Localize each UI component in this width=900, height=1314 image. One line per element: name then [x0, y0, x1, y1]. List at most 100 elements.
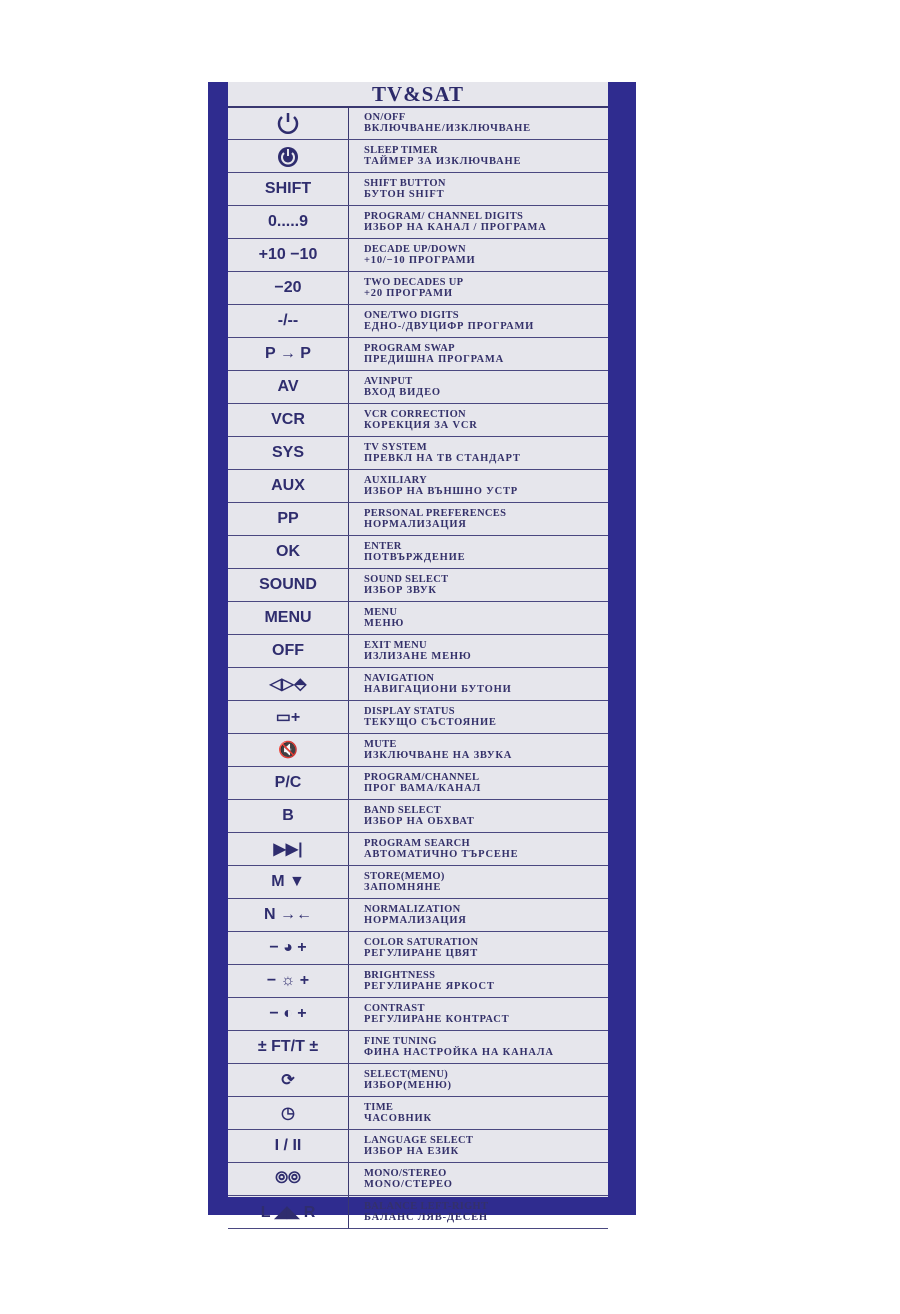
- legend-row: ON/OFF ВКЛЮЧВАНЕ/ИЗКЛЮЧВАНЕ: [228, 107, 608, 140]
- legend-row: ⟳ SELECT(MENU) ИЗБОР(МЕНЮ): [228, 1064, 608, 1097]
- key-description: SLEEP TIMER ТАЙМЕР ЗА ИЗКЛЮЧВАНЕ: [349, 140, 608, 172]
- clock-icon: ◷: [228, 1097, 349, 1129]
- description-bulgarian: +10/−10 ПРОГРАМИ: [364, 255, 476, 266]
- legend-row: ⦾⦾ MONO/STEREO MONO/СТЕРЕО: [228, 1163, 608, 1196]
- key-description: NORMALIZATION НОРМАЛИЗАЦИЯ: [349, 899, 608, 931]
- legend-row: L ◢◣ R BALANCE LEFT-RIGHT БАЛАНС ЛЯВ-ДЕСЕН: [228, 1196, 608, 1229]
- key-description: TIME ЧАСОВНИК: [349, 1097, 608, 1129]
- legend-row: N →← NORMALIZATION НОРМАЛИЗАЦИЯ: [228, 899, 608, 932]
- description-bulgarian: АВТОМАТИЧНО ТЪРСЕНЕ: [364, 849, 519, 860]
- description-english: SELECT(MENU): [364, 1069, 449, 1080]
- legend-row: − ◕ + COLOR SATURATION РЕГУЛИРАНЕ ЦВЯТ: [228, 932, 608, 965]
- description-english: VCR CORRECTION: [364, 409, 466, 420]
- key-description: COLOR SATURATION РЕГУЛИРАНЕ ЦВЯТ: [349, 932, 608, 964]
- description-bulgarian: ЗАПОМНЯНЕ: [364, 882, 442, 893]
- key-description: STORE(MEMO) ЗАПОМНЯНЕ: [349, 866, 608, 898]
- description-bulgarian: ПОТВЪРЖДЕНИЕ: [364, 552, 466, 563]
- key-description: FINE TUNING ФИНА НАСТРОЙКА НА КАНАЛА: [349, 1031, 608, 1063]
- legend-row: ◷ TIME ЧАСОВНИК: [228, 1097, 608, 1130]
- description-english: ONE/TWO DIGITS: [364, 310, 459, 321]
- description-bulgarian: БАЛАНС ЛЯВ-ДЕСЕН: [364, 1212, 488, 1223]
- description-english: NORMALIZATION: [364, 904, 461, 915]
- legend-row: − ◐ + CONTRAST РЕГУЛИРАНЕ КОНТРАСТ: [228, 998, 608, 1031]
- description-english: CONTRAST: [364, 1003, 425, 1014]
- description-english: TWO DECADES UP: [364, 277, 464, 288]
- description-english: STORE(MEMO): [364, 871, 445, 882]
- key-description: TWO DECADES UP +20 ПРОГРАМИ: [349, 272, 608, 304]
- description-bulgarian: ИЗБОР НА ОБХВАТ: [364, 816, 475, 827]
- description-english: BALANCE LEFT-RIGHT: [364, 1201, 489, 1212]
- description-bulgarian: ИЗКЛЮЧВАНЕ НА ЗВУКА: [364, 750, 513, 761]
- key-description: SOUND SELECT ИЗБОР ЗВУК: [349, 569, 608, 601]
- key-description: ENTER ПОТВЪРЖДЕНИЕ: [349, 536, 608, 568]
- key-label: B: [228, 800, 349, 832]
- legend-row: SHIFT SHIFT BUTTON БУТОН SHIFT: [228, 173, 608, 206]
- balance-icon: L ◢◣ R: [228, 1196, 349, 1228]
- description-bulgarian: ВКЛЮЧВАНЕ/ИЗКЛЮЧВАНЕ: [364, 123, 531, 134]
- key-description: BAND SELECT ИЗБОР НА ОБХВАТ: [349, 800, 608, 832]
- key-label: OFF: [228, 635, 349, 667]
- legend-row: −20 TWO DECADES UP +20 ПРОГРАМИ: [228, 272, 608, 305]
- description-english: BAND SELECT: [364, 805, 442, 816]
- legend-row: P/C PROGRAM/CHANNEL ПРОГ ВАМА/КАНАЛ: [228, 767, 608, 800]
- description-english: AUXILIARY: [364, 475, 428, 486]
- description-bulgarian: ВХОД ВИДЕО: [364, 387, 441, 398]
- normalization-icon: N →←: [228, 899, 349, 931]
- description-english: BRIGHTNESS: [364, 970, 436, 981]
- description-bulgarian: ТЕКУЩО СЪСТОЯНИЕ: [364, 717, 497, 728]
- key-label: -/--: [228, 305, 349, 337]
- legend-row: I / II LANGUAGE SELECT ИЗБОР НА ЕЗИК: [228, 1130, 608, 1163]
- key-description: ON/OFF ВКЛЮЧВАНЕ/ИЗКЛЮЧВАНЕ: [349, 107, 608, 139]
- description-english: ENTER: [364, 541, 402, 552]
- description-bulgarian: ИЗБОР НА ВЪНШНО УСТР: [364, 486, 519, 497]
- legend-row: SOUND SOUND SELECT ИЗБОР ЗВУК: [228, 569, 608, 602]
- description-english: MENU: [364, 607, 398, 618]
- description-english: FINE TUNING: [364, 1036, 437, 1047]
- description-bulgarian: НАВИГАЦИОНИ БУТОНИ: [364, 684, 512, 695]
- display-status-icon: ▭+: [228, 701, 349, 733]
- description-english: COLOR SATURATION: [364, 937, 479, 948]
- description-bulgarian: РЕГУЛИРАНЕ ЯРКОСТ: [364, 981, 495, 992]
- key-label: 0.....9: [228, 206, 349, 238]
- key-description: PROGRAM SWAP ПРЕДИШНА ПРОГРАМА: [349, 338, 608, 370]
- legend-row: − ☼ + BRIGHTNESS РЕГУЛИРАНЕ ЯРКОСТ: [228, 965, 608, 998]
- description-bulgarian: НОРМАЛИЗАЦИЯ: [364, 519, 467, 530]
- description-bulgarian: ТАЙМЕР ЗА ИЗКЛЮЧВАНЕ: [364, 156, 522, 167]
- description-english: LANGUAGE SELECT: [364, 1135, 474, 1146]
- legend-row: OK ENTER ПОТВЪРЖДЕНИЕ: [228, 536, 608, 569]
- description-bulgarian: ИЗБОР(МЕНЮ): [364, 1080, 452, 1091]
- key-description: SHIFT BUTTON БУТОН SHIFT: [349, 173, 608, 205]
- legend-title: TV&SAT: [228, 82, 608, 108]
- key-description: MUTE ИЗКЛЮЧВАНЕ НА ЗВУКА: [349, 734, 608, 766]
- description-english: PROGRAM/CHANNEL: [364, 772, 480, 783]
- legend-row: OFF EXIT MENU ИЗЛИЗАНЕ МЕНЮ: [228, 635, 608, 668]
- key-description: BALANCE LEFT-RIGHT БАЛАНС ЛЯВ-ДЕСЕН: [349, 1196, 608, 1228]
- legend-row: SLEEP TIMER ТАЙМЕР ЗА ИЗКЛЮЧВАНЕ: [228, 140, 608, 173]
- key-description: AVINPUT ВХОД ВИДЕО: [349, 371, 608, 403]
- key-description: AUXILIARY ИЗБОР НА ВЪНШНО УСТР: [349, 470, 608, 502]
- key-description: LANGUAGE SELECT ИЗБОР НА ЕЗИК: [349, 1130, 608, 1162]
- legend-row: ▶▶| PROGRAM SEARCH АВТОМАТИЧНО ТЪРСЕНЕ: [228, 833, 608, 866]
- description-english: EXIT MENU: [364, 640, 427, 651]
- legend-row: B BAND SELECT ИЗБОР НА ОБХВАТ: [228, 800, 608, 833]
- legend-row: 0.....9 PROGRAM/ CHANNEL DIGITS ИЗБОР НА К…: [228, 206, 608, 239]
- description-english: SHIFT BUTTON: [364, 178, 446, 189]
- power-filled-icon: [228, 140, 349, 172]
- mono-stereo-icon: ⦾⦾: [228, 1163, 349, 1195]
- legend-row: -/-- ONE/TWO DIGITS ЕДНО-/ДВУЦИФР ПРОГРАМИ: [228, 305, 608, 338]
- legend-row: P → P PROGRAM SWAP ПРЕДИШНА ПРОГРАМА: [228, 338, 608, 371]
- key-label: AV: [228, 371, 349, 403]
- description-english: PROGRAM SEARCH: [364, 838, 470, 849]
- store-icon: M ▼: [228, 866, 349, 898]
- key-description: CONTRAST РЕГУЛИРАНЕ КОНТРАСТ: [349, 998, 608, 1030]
- brightness-icon: − ☼ +: [228, 965, 349, 997]
- description-english: DECADE UP/DOWN: [364, 244, 466, 255]
- key-description: PERSONAL PREFERENCES НОРМАЛИЗАЦИЯ: [349, 503, 608, 535]
- key-label: OK: [228, 536, 349, 568]
- legend-row: MENU MENU МЕНЮ: [228, 602, 608, 635]
- legend-row: M ▼ STORE(MEMO) ЗАПОМНЯНЕ: [228, 866, 608, 899]
- key-description: MONO/STEREO MONO/СТЕРЕО: [349, 1163, 608, 1195]
- description-english: NAVIGATION: [364, 673, 435, 684]
- key-description: SELECT(MENU) ИЗБОР(МЕНЮ): [349, 1064, 608, 1096]
- description-bulgarian: ЧАСОВНИК: [364, 1113, 432, 1124]
